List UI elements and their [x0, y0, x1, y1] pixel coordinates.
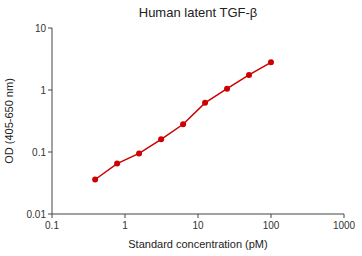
data-point — [202, 100, 208, 106]
x-tick-label: 100 — [263, 220, 280, 231]
chart-title: Human latent TGF-β — [139, 5, 258, 20]
x-tick-label: 0.1 — [45, 220, 59, 231]
x-tick — [271, 214, 272, 218]
data-point — [158, 136, 164, 142]
data-point — [224, 86, 230, 92]
x-tick — [125, 214, 126, 218]
y-axis-line — [52, 28, 53, 214]
x-tick-label: 1 — [122, 220, 128, 231]
y-tick — [48, 214, 52, 215]
y-tick — [48, 90, 52, 91]
x-tick-label: 1000 — [333, 220, 356, 231]
x-axis-label: Standard concentration (pM) — [128, 238, 267, 250]
x-tick — [198, 214, 199, 218]
data-point — [268, 59, 274, 65]
x-tick — [52, 214, 53, 218]
data-point — [114, 161, 120, 167]
y-tick-label: 1 — [40, 85, 46, 96]
y-tick — [48, 152, 52, 153]
data-point — [246, 72, 252, 78]
chart: 0.111010010000.010.1110Human latent TGF-… — [0, 0, 362, 256]
data-point — [180, 121, 186, 127]
chart-container: 0.111010010000.010.1110Human latent TGF-… — [0, 0, 362, 256]
data-point — [92, 177, 98, 183]
y-tick — [48, 28, 52, 29]
y-tick-label: 0.01 — [27, 209, 47, 220]
y-tick-label: 0.1 — [32, 147, 46, 158]
data-point — [136, 150, 142, 156]
plot-area — [92, 59, 274, 182]
x-tick-label: 10 — [192, 220, 204, 231]
y-tick-label: 10 — [35, 23, 47, 34]
x-tick — [344, 214, 345, 218]
data-line — [95, 62, 271, 179]
y-axis-label: OD (405-650 nm) — [3, 78, 15, 164]
